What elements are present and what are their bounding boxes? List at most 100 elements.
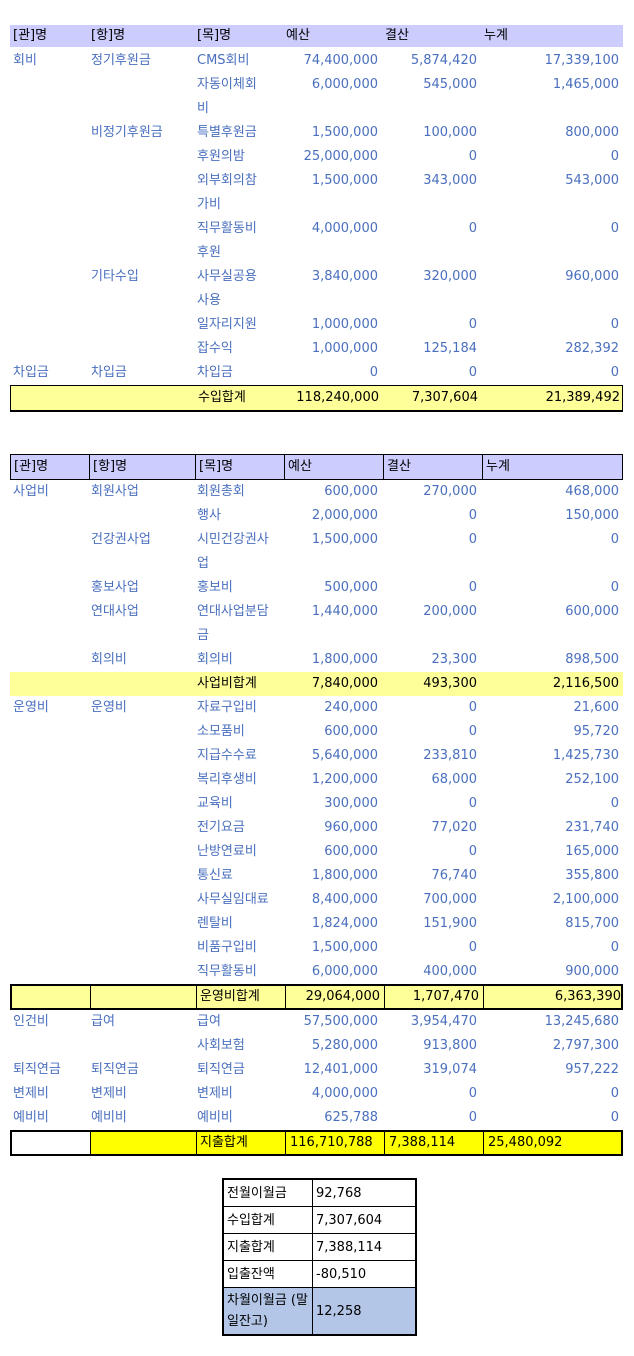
cell-settlement: 0 [468, 1110, 477, 1125]
cell-gwan [10, 337, 88, 361]
cell-cumulative: 0 [610, 532, 619, 547]
table-row: 운영비 운영비 자료구입비 240,000 0 21,600 [10, 696, 623, 720]
income-table-header: [관]명 [항]명 [목]명 예산 결산 누계 [10, 25, 623, 47]
cell-settlement: 343,000 [423, 173, 477, 188]
cell-gwan [10, 792, 88, 816]
table-row: 난방연료비 600,000 0 165,000 [10, 840, 623, 864]
cell-mok: 난방연료비 [197, 844, 257, 859]
cell-mok: 복리후생비 [197, 772, 257, 787]
cell-gwan [10, 648, 88, 672]
cell-budget: 1,000,000 [311, 341, 378, 356]
summary-row: 입출잔액 -80,510 [224, 1260, 415, 1287]
cell-cumulative: 0 [610, 149, 619, 164]
table-row: 홍보사업 홍보비 500,000 0 0 [10, 576, 623, 600]
table-row: 외부회의참가비 1,500,000 343,000 543,000 [10, 169, 623, 217]
summary-label: 입출잔액 [227, 1266, 275, 1282]
cell-budget: 600,000 [324, 844, 378, 859]
cell-cumulative: 0 [610, 365, 619, 380]
cell-hang: 변제비 [91, 1086, 127, 1101]
summary-label: 수입합계 [227, 1212, 275, 1228]
cell-budget: 25,000,000 [303, 149, 378, 164]
cell-settlement: 320,000 [423, 269, 477, 284]
cell-gwan: 운영비 [13, 700, 49, 715]
table-row: 퇴직연금 퇴직연금 퇴직연금 12,401,000 319,074 957,222 [10, 1058, 623, 1082]
cell-cumulative: 543,000 [565, 173, 619, 188]
table-row: 연대사업 연대사업분담금 1,440,000 200,000 600,000 [10, 600, 623, 648]
cell-settlement: 0 [468, 365, 477, 380]
cell-settlement: 7,307,604 [411, 390, 478, 405]
cell-cumulative: 25,480,092 [483, 1132, 625, 1154]
table-row: 소모품비 600,000 0 95,720 [10, 720, 623, 744]
cell-mok: 비품구입비 [197, 940, 257, 955]
cell-budget: 12,401,000 [303, 1062, 378, 1077]
header-cell: [항]명 [91, 28, 126, 43]
cell-budget: 8,400,000 [311, 892, 378, 907]
cell-mok: 회의비 [197, 652, 233, 667]
table-row: 건강권사업 시민건강권사업 1,500,000 0 0 [10, 528, 623, 576]
header-cell: 누계 [482, 455, 624, 479]
cell-budget: 74,400,000 [303, 53, 378, 68]
cell-cumulative: 252,100 [565, 772, 619, 787]
cell-hang [88, 145, 194, 169]
cell-mok: 자료구입비 [197, 700, 257, 715]
table-gap [10, 412, 623, 454]
cell-gwan [10, 744, 88, 768]
cell-settlement: 0 [468, 580, 477, 595]
cell-settlement: 76,740 [431, 868, 478, 883]
cell-gwan: 인건비 [13, 1014, 49, 1029]
cell-mok: 회원총회 [197, 484, 245, 499]
summary-row: 전월이월금 92,768 [224, 1180, 415, 1206]
cell-cumulative: 21,600 [573, 700, 620, 715]
cell-mok: 지출합계 [196, 1132, 285, 1154]
cell-cumulative: 231,740 [565, 820, 619, 835]
cell-gwan [10, 169, 88, 217]
table-row: 비정기후원금 특별후원금 1,500,000 100,000 800,000 [10, 121, 623, 145]
table-row: 사회보험 5,280,000 913,800 2,797,300 [10, 1034, 623, 1058]
table-row: 자동이체회비 6,000,000 545,000 1,465,000 [10, 73, 623, 121]
cell-cumulative: 282,392 [565, 341, 619, 356]
table-row: 렌탈비 1,824,000 151,900 815,700 [10, 912, 623, 936]
cell-gwan [10, 265, 88, 313]
table-row: 전기요금 960,000 77,020 231,740 [10, 816, 623, 840]
cell-gwan [10, 960, 88, 984]
cell-hang: 운영비 [91, 700, 127, 715]
cell-mok: 사회보험 [197, 1038, 245, 1053]
cell-budget: 7,840,000 [311, 676, 378, 691]
cell-settlement: 0 [468, 221, 477, 236]
cell-gwan [10, 600, 88, 648]
cell-hang [88, 912, 194, 936]
cell-settlement: 100,000 [423, 125, 477, 140]
cell-cumulative: 960,000 [565, 269, 619, 284]
cell-gwan [10, 672, 88, 696]
cell-mok: 행사 [197, 508, 221, 523]
cell-cumulative: 13,245,680 [544, 1014, 619, 1029]
cell-mok: 차입금 [197, 365, 233, 380]
cell-gwan [10, 840, 88, 864]
cell-cumulative: 957,222 [565, 1062, 619, 1077]
cell-mok: 자동이체회비 [197, 77, 257, 116]
cell-hang [88, 720, 194, 744]
table-row: 통신료 1,800,000 76,740 355,800 [10, 864, 623, 888]
cell-settlement: 0 [468, 317, 477, 332]
cell-mok: 전기요금 [197, 820, 245, 835]
table-row: 비품구입비 1,500,000 0 0 [10, 936, 623, 960]
cell-cumulative: 95,720 [573, 724, 620, 739]
cell-settlement: 23,300 [431, 652, 478, 667]
cell-hang: 회의비 [91, 652, 127, 667]
cell-cumulative: 6,363,390 [483, 986, 625, 1008]
cell-mok: 수입합계 [198, 390, 246, 405]
table-row: 사무실임대료 8,400,000 700,000 2,100,000 [10, 888, 623, 912]
table-row: 지급수수료 5,640,000 233,810 1,425,730 [10, 744, 623, 768]
header-cell: [항]명 [89, 455, 195, 479]
cell-hang [88, 840, 194, 864]
cell-mok: 사무실임대료 [197, 892, 269, 907]
expense-table: [관]명 [항]명 [목]명 예산 결산 누계 사업비 회원사업 회원총회 600,000 270… [10, 454, 623, 1156]
cell-gwan [10, 528, 88, 576]
cell-budget: 4,000,000 [311, 221, 378, 236]
cell-settlement: 151,900 [423, 916, 477, 931]
cell-mok: 변제비 [197, 1086, 233, 1101]
cell-hang [88, 768, 194, 792]
cell-settlement: 0 [468, 149, 477, 164]
cell-budget: 2,000,000 [311, 508, 378, 523]
